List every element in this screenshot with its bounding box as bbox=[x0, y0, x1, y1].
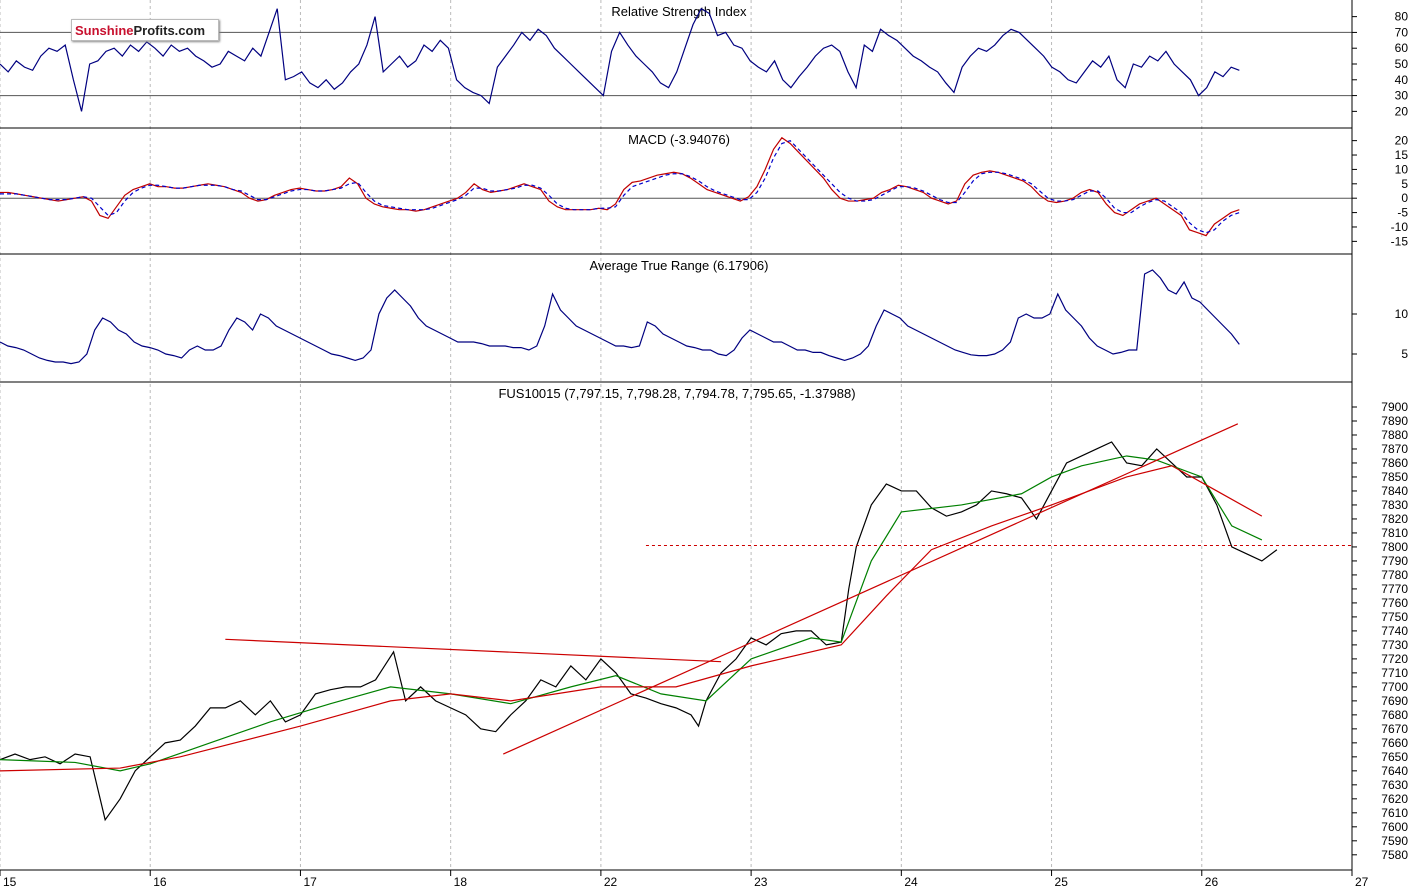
y-tick-label: 7900 bbox=[1381, 400, 1408, 414]
indicator-line bbox=[0, 7, 1240, 112]
y-tick-label: 7880 bbox=[1381, 428, 1408, 442]
price-line bbox=[0, 441, 1278, 822]
y-tick-label: 0 bbox=[1401, 191, 1408, 205]
y-tick-label: 7710 bbox=[1381, 666, 1408, 680]
pane-title: Relative Strength Index bbox=[611, 4, 747, 19]
y-tick-label: 7810 bbox=[1381, 526, 1408, 540]
y-tick-label: -15 bbox=[1391, 234, 1409, 248]
y-tick-label: 60 bbox=[1395, 41, 1409, 55]
y-tick-label: 5 bbox=[1401, 177, 1408, 191]
x-tick-label: 27 bbox=[1355, 875, 1369, 889]
x-tick-label: 24 bbox=[904, 875, 918, 889]
pane-title: MACD (-3.94076) bbox=[628, 132, 730, 147]
indicator-line bbox=[0, 269, 1240, 365]
y-tick-label: 7850 bbox=[1381, 470, 1408, 484]
indicator-line bbox=[0, 139, 1240, 234]
y-tick-label: 15 bbox=[1395, 148, 1409, 162]
y-tick-label: 7680 bbox=[1381, 708, 1408, 722]
logo-part-1: Sunshine bbox=[75, 23, 134, 38]
y-tick-label: 10 bbox=[1395, 162, 1409, 176]
ma-green-line bbox=[0, 455, 1263, 772]
y-tick-label: 7780 bbox=[1381, 568, 1408, 582]
y-tick-label: 7890 bbox=[1381, 414, 1408, 428]
y-tick-label: 7840 bbox=[1381, 484, 1408, 498]
y-tick-label: 7660 bbox=[1381, 736, 1408, 750]
y-tick-label: 20 bbox=[1395, 134, 1409, 148]
y-tick-label: 80 bbox=[1395, 10, 1409, 24]
y-tick-label: 7720 bbox=[1381, 652, 1408, 666]
y-tick-label: -5 bbox=[1397, 206, 1408, 220]
y-tick-label: -10 bbox=[1391, 220, 1409, 234]
y-tick-label: 7700 bbox=[1381, 680, 1408, 694]
y-tick-label: 7860 bbox=[1381, 456, 1408, 470]
y-tick-label: 50 bbox=[1395, 57, 1409, 71]
indicator-line bbox=[0, 136, 1240, 237]
y-tick-label: 7630 bbox=[1381, 778, 1408, 792]
ma-red-line bbox=[0, 465, 1263, 772]
y-tick-label: 5 bbox=[1401, 347, 1408, 361]
y-tick-label: 40 bbox=[1395, 73, 1409, 87]
y-tick-label: 7620 bbox=[1381, 792, 1408, 806]
pane-title: FUS10015 (7,797.15, 7,798.28, 7,794.78, … bbox=[498, 386, 855, 401]
logo-part-2: Profits.com bbox=[133, 23, 206, 38]
y-tick-label: 7580 bbox=[1381, 848, 1408, 862]
x-tick-label: 23 bbox=[754, 875, 768, 889]
trendline bbox=[225, 638, 722, 663]
y-tick-label: 7870 bbox=[1381, 442, 1408, 456]
y-tick-label: 7640 bbox=[1381, 764, 1408, 778]
y-tick-label: 7590 bbox=[1381, 834, 1408, 848]
y-tick-label: 7740 bbox=[1381, 624, 1408, 638]
x-tick-label: 18 bbox=[454, 875, 468, 889]
y-tick-label: 10 bbox=[1395, 307, 1409, 321]
y-tick-label: 7830 bbox=[1381, 498, 1408, 512]
y-tick-label: 7670 bbox=[1381, 722, 1408, 736]
y-tick-label: 7690 bbox=[1381, 694, 1408, 708]
y-tick-label: 7760 bbox=[1381, 596, 1408, 610]
x-tick-label: 17 bbox=[303, 875, 317, 889]
y-tick-label: 7750 bbox=[1381, 610, 1408, 624]
brand-logo: SunshineProfits.com bbox=[71, 19, 219, 41]
y-tick-label: 7820 bbox=[1381, 512, 1408, 526]
y-tick-label: 7610 bbox=[1381, 806, 1408, 820]
trendline bbox=[502, 423, 1239, 755]
y-tick-label: 20 bbox=[1395, 104, 1409, 118]
y-tick-label: 30 bbox=[1395, 89, 1409, 103]
y-tick-label: 7650 bbox=[1381, 750, 1408, 764]
x-tick-label: 26 bbox=[1205, 875, 1219, 889]
y-tick-label: 7790 bbox=[1381, 554, 1408, 568]
x-tick-label: 25 bbox=[1055, 875, 1069, 889]
x-tick-label: 22 bbox=[604, 875, 618, 889]
x-tick-label: 15 bbox=[3, 875, 17, 889]
y-tick-label: 7800 bbox=[1381, 540, 1408, 554]
x-tick-label: 16 bbox=[153, 875, 167, 889]
y-tick-label: 7770 bbox=[1381, 582, 1408, 596]
pane-title: Average True Range (6.17906) bbox=[590, 258, 769, 273]
y-tick-label: 70 bbox=[1395, 25, 1409, 39]
y-tick-label: 7730 bbox=[1381, 638, 1408, 652]
y-tick-label: 7600 bbox=[1381, 820, 1408, 834]
